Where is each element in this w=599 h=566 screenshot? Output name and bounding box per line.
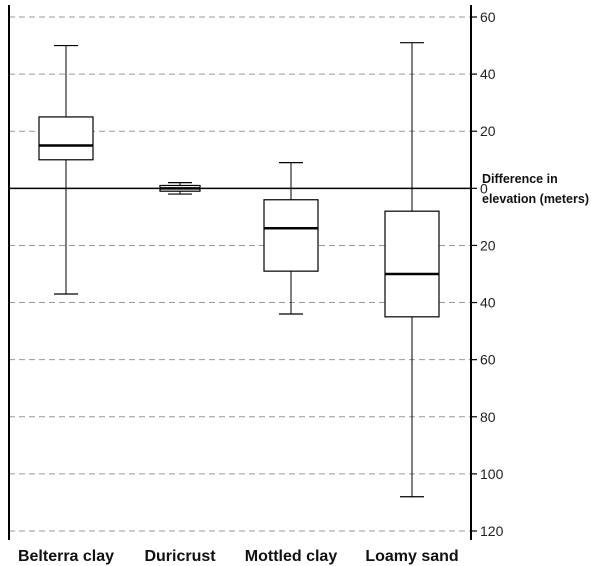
box-3 bbox=[384, 210, 440, 318]
y-tick-label--20: 20 bbox=[480, 237, 496, 253]
box-0 bbox=[38, 116, 94, 161]
category-label-2: Mottled clay bbox=[245, 548, 338, 565]
y-tick-label-0: 0 bbox=[480, 180, 488, 196]
y-tick-label--80: 80 bbox=[480, 409, 496, 425]
y-tick-label--40: 40 bbox=[480, 295, 496, 311]
y-tick-label--120: 120 bbox=[480, 523, 504, 539]
y-tick-label-60: 60 bbox=[480, 9, 496, 25]
labels: 60 40 20 0 20 40 60 80 100 120 Belterra clay Duricr… bbox=[18, 9, 504, 565]
y-tick-label-40: 40 bbox=[480, 66, 496, 82]
axes bbox=[8, 5, 477, 540]
y-tick-label--100: 100 bbox=[480, 466, 504, 482]
boxes bbox=[38, 42, 440, 498]
box-2 bbox=[263, 199, 319, 272]
category-label-0: Belterra clay bbox=[18, 548, 114, 565]
y-axis-title-line-2: elevation (meters) bbox=[482, 192, 589, 206]
y-tick-label--60: 60 bbox=[480, 352, 496, 368]
y-axis-title-line-1: Difference in bbox=[482, 172, 558, 186]
category-label-3: Loamy sand bbox=[365, 548, 458, 565]
category-label-1: Duricrust bbox=[144, 548, 216, 565]
y-tick-label-20: 20 bbox=[480, 123, 496, 139]
